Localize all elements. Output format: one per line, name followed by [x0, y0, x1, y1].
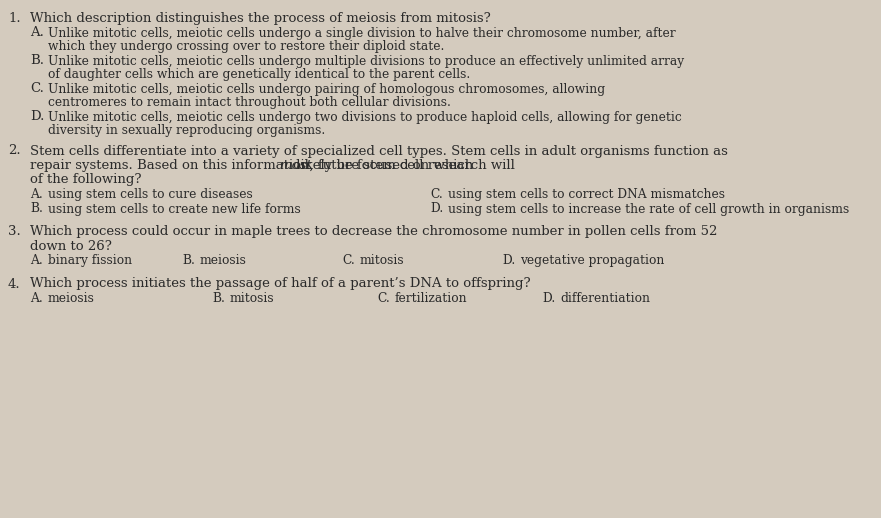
Text: D.: D. [502, 254, 515, 267]
Text: which they undergo crossing over to restore their diploid state.: which they undergo crossing over to rest… [48, 40, 444, 53]
Text: D.: D. [30, 110, 44, 123]
Text: differentiation: differentiation [560, 292, 650, 305]
Text: D.: D. [542, 292, 555, 305]
Text: Stem cells differentiate into a variety of specialized cell types. Stem cells in: Stem cells differentiate into a variety … [30, 145, 728, 157]
Text: 3.: 3. [8, 225, 21, 238]
Text: C.: C. [430, 188, 443, 201]
Text: B.: B. [182, 254, 195, 267]
Text: Which process could occur in maple trees to decrease the chromosome number in po: Which process could occur in maple trees… [30, 225, 717, 238]
Text: down to 26?: down to 26? [30, 239, 112, 252]
Text: mitosis: mitosis [360, 254, 404, 267]
Text: A.: A. [30, 254, 43, 267]
Text: Which description distinguishes the process of meiosis from mitosis?: Which description distinguishes the proc… [30, 12, 491, 25]
Text: vegetative propagation: vegetative propagation [520, 254, 664, 267]
Text: most: most [278, 159, 311, 172]
Text: C.: C. [377, 292, 389, 305]
Text: B.: B. [30, 54, 44, 67]
Text: of daughter cells which are genetically identical to the parent cells.: of daughter cells which are genetically … [48, 68, 470, 81]
Text: repair systems. Based on this information, future stem cell research will: repair systems. Based on this informatio… [30, 159, 519, 172]
Text: using stem cells to increase the rate of cell growth in organisms: using stem cells to increase the rate of… [448, 203, 849, 215]
Text: D.: D. [430, 203, 443, 215]
Text: 2.: 2. [8, 145, 20, 157]
Text: centromeres to remain intact throughout both cellular divisions.: centromeres to remain intact throughout … [48, 96, 451, 109]
Text: meiosis: meiosis [200, 254, 247, 267]
Text: C.: C. [30, 82, 44, 95]
Text: A.: A. [30, 292, 43, 305]
Text: using stem cells to create new life forms: using stem cells to create new life form… [48, 203, 300, 215]
Text: binary fission: binary fission [48, 254, 132, 267]
Text: mitosis: mitosis [230, 292, 275, 305]
Text: of the following?: of the following? [30, 174, 142, 186]
Text: A.: A. [30, 26, 44, 39]
Text: A.: A. [30, 188, 43, 201]
Text: B.: B. [30, 203, 43, 215]
Text: 1.: 1. [8, 12, 20, 25]
Text: using stem cells to cure diseases: using stem cells to cure diseases [48, 188, 253, 201]
Text: likely be focused on which: likely be focused on which [292, 159, 473, 172]
Text: using stem cells to correct DNA mismatches: using stem cells to correct DNA mismatch… [448, 188, 725, 201]
Text: Unlike mitotic cells, meiotic cells undergo multiple divisions to produce an eff: Unlike mitotic cells, meiotic cells unde… [48, 54, 685, 67]
Text: B.: B. [212, 292, 225, 305]
Text: fertilization: fertilization [395, 292, 468, 305]
Text: Unlike mitotic cells, meiotic cells undergo pairing of homologous chromosomes, a: Unlike mitotic cells, meiotic cells unde… [48, 82, 605, 95]
Text: Which process initiates the passage of half of a parent’s DNA to offspring?: Which process initiates the passage of h… [30, 278, 530, 291]
Text: Unlike mitotic cells, meiotic cells undergo two divisions to produce haploid cel: Unlike mitotic cells, meiotic cells unde… [48, 110, 682, 123]
Text: meiosis: meiosis [48, 292, 95, 305]
Text: C.: C. [342, 254, 355, 267]
Text: Unlike mitotic cells, meiotic cells undergo a single division to halve their chr: Unlike mitotic cells, meiotic cells unde… [48, 26, 676, 39]
Text: diversity in sexually reproducing organisms.: diversity in sexually reproducing organi… [48, 124, 325, 137]
Text: 4.: 4. [8, 278, 20, 291]
